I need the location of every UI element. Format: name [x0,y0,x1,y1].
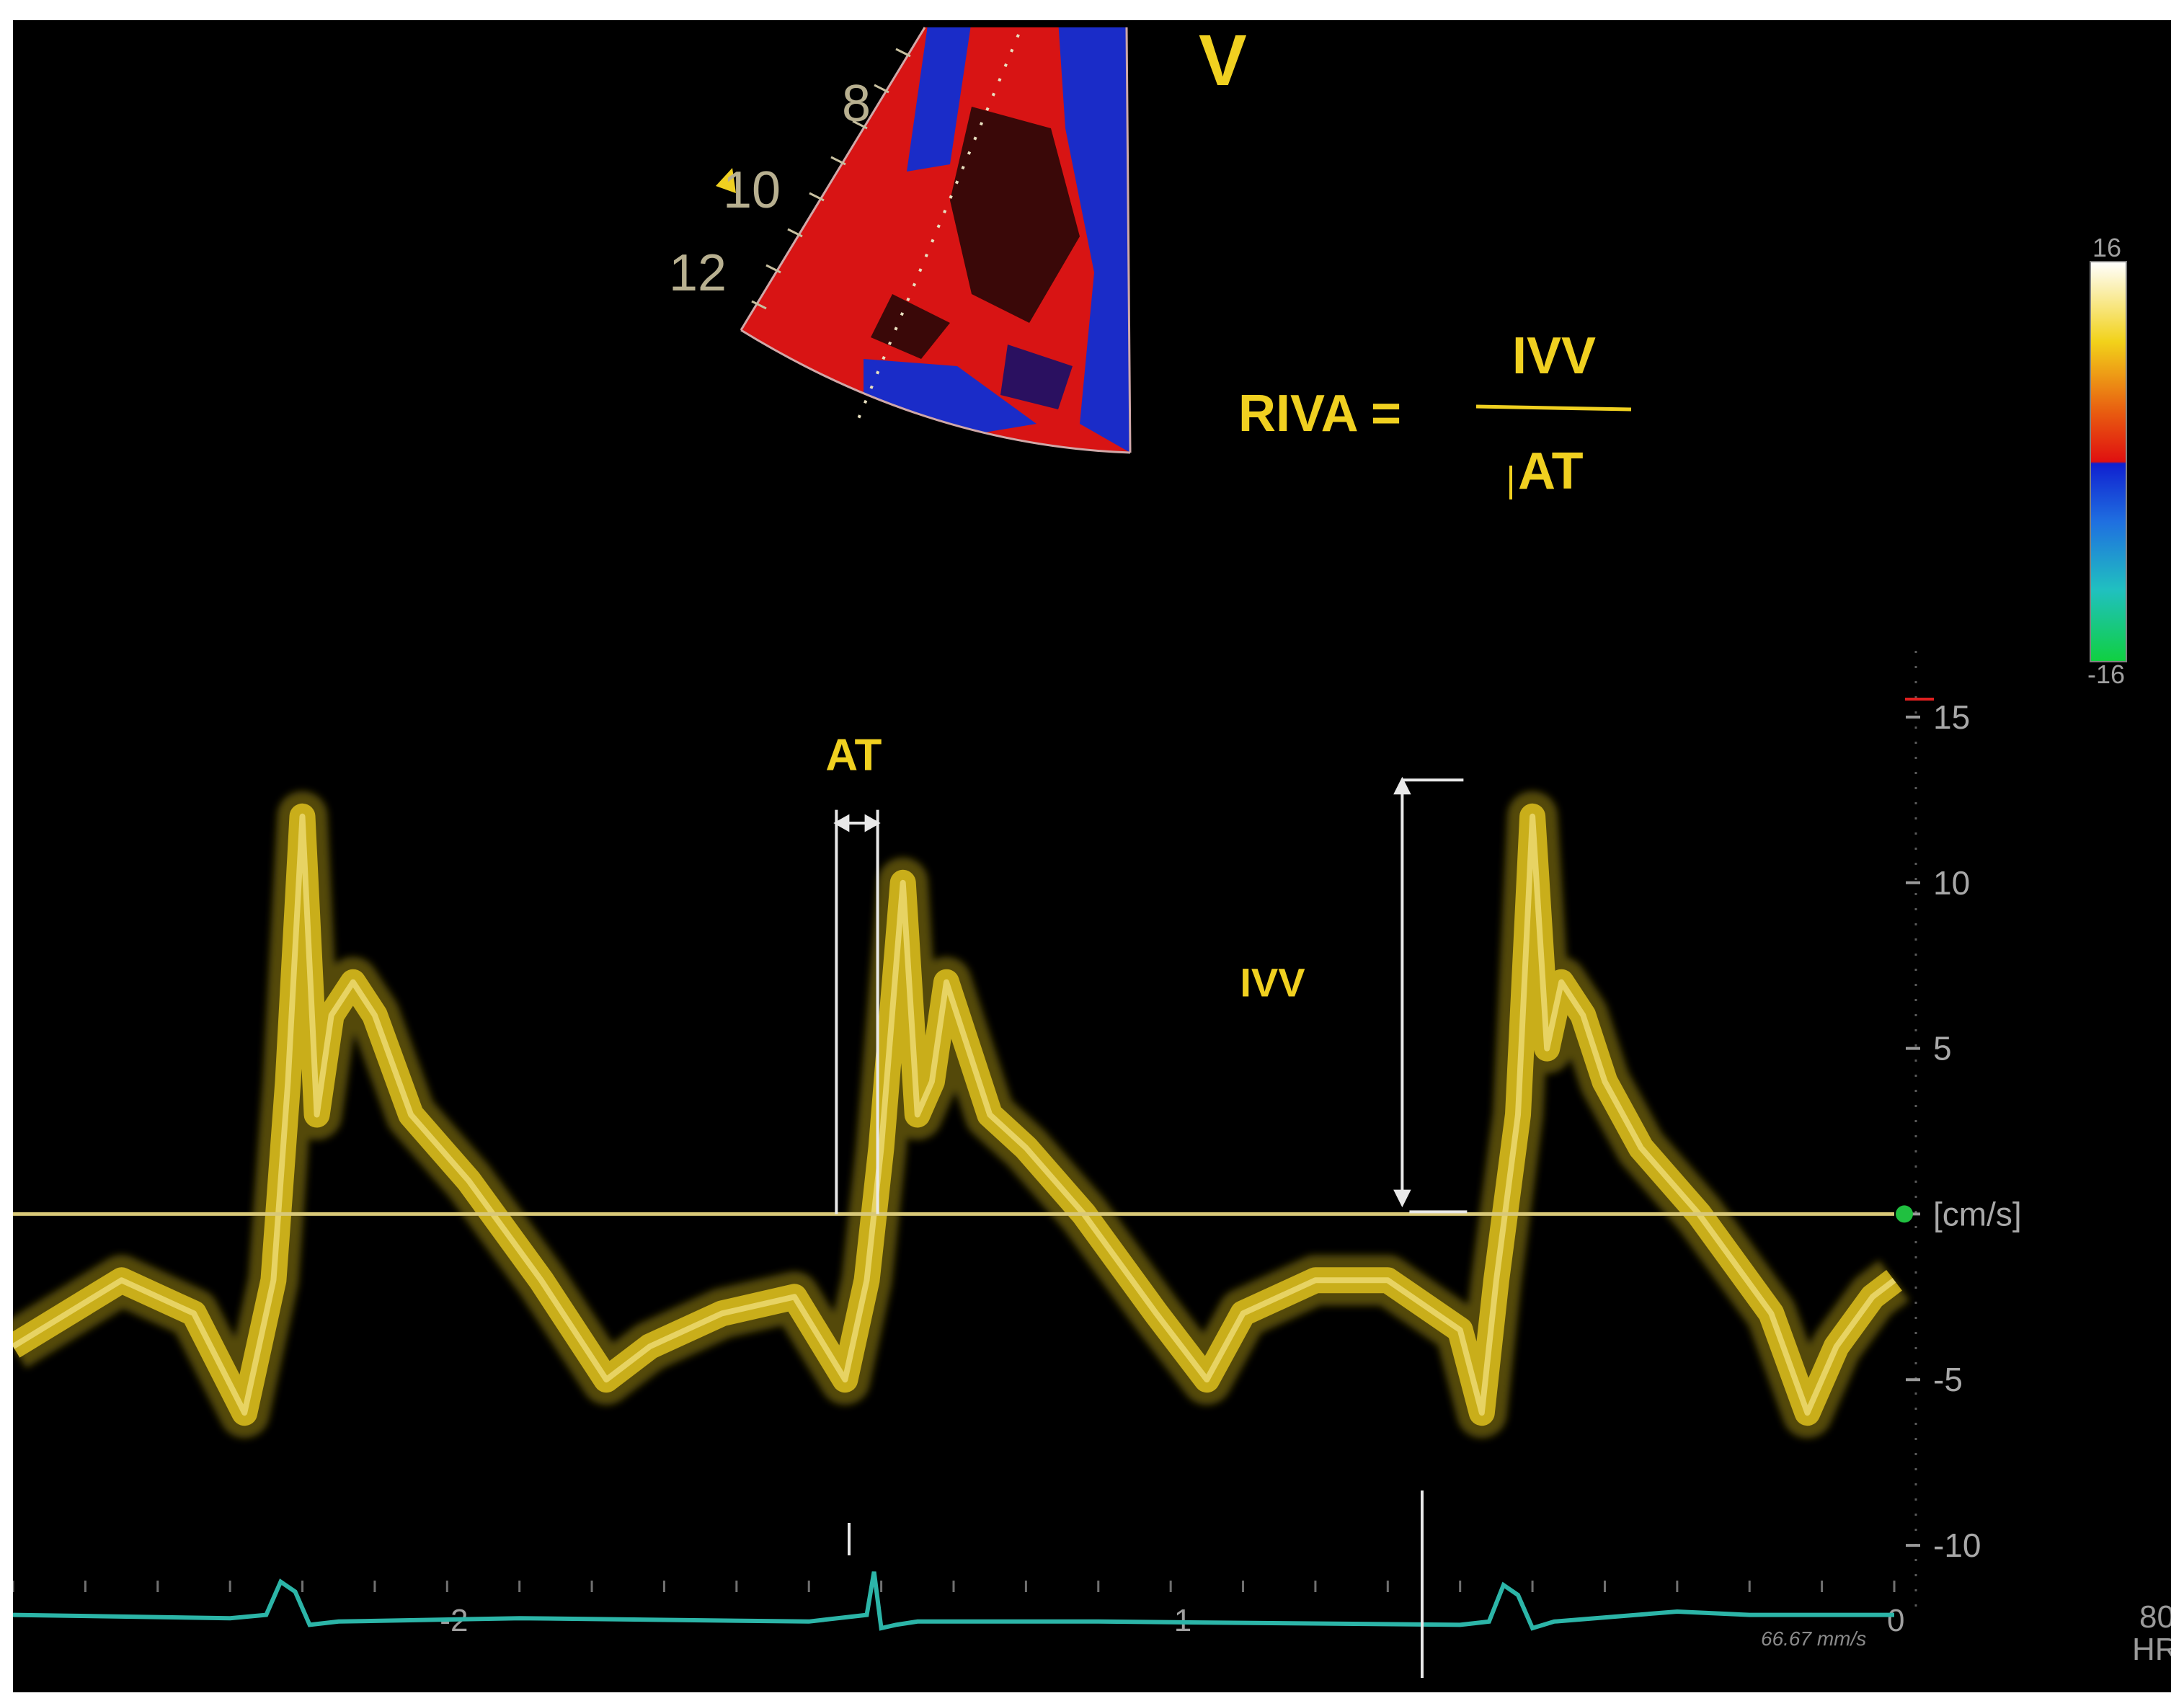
doppler-spectrum [13,791,1910,1439]
y-tick-label: -5 [1933,1361,1963,1398]
color-scale-bar [2090,261,2127,662]
color-scale-max-label: 16 [2092,233,2121,262]
spectrum-highlight [13,813,1896,1416]
x-axis: -2 -1 0 [13,1581,1904,1638]
ivv-arrowhead-bottom [1393,1189,1411,1208]
at-arrowhead-right [864,814,881,832]
formula-lhs: RIVA = [1238,385,1401,443]
y-axis: 15 10 5 [cm/s] -5 -10 [1906,651,2022,1612]
formula-numerator: IVV [1512,327,1596,385]
doppler-display: 8 10 12 V RIVA = IVV AT 16 -16 15 10 5 [cm/… [13,20,2171,1692]
y-tick-label: 10 [1933,864,1970,902]
depth-label-10: 10 [723,161,781,219]
y-tick-label: 5 [1933,1030,1952,1067]
y-tick-label: -10 [1933,1527,1981,1564]
at-arrowhead-left [833,814,850,832]
heart-rate-label: HR [2132,1632,2171,1667]
ivv-label: IVV [1240,960,1305,1005]
baseline-marker [1896,1205,1913,1223]
formula-denominator: AT [1518,443,1584,500]
ivv-arrowhead-top [1393,776,1411,795]
color-scale-min-label: -16 [2087,659,2125,689]
depth-marker-icon [716,168,736,193]
heart-rate-value: 80 [2139,1599,2171,1635]
color-scale: 16 -16 [2087,233,2127,689]
at-label: AT [825,731,882,781]
depth-label-8: 8 [842,75,871,133]
view-letter: V [1199,20,1247,101]
y-tick-label: [cm/s] [1933,1195,2022,1232]
riva-formula: RIVA = IVV AT [1238,327,1632,500]
depth-label-12: 12 [669,244,727,302]
fraction-bar [1475,404,1632,412]
color-doppler-sector: 8 10 12 V [669,20,1247,454]
ivv-caliper [1393,776,1468,1214]
at-caliper [833,809,881,1214]
doppler-chart: 8 10 12 V RIVA = IVV AT 16 -16 15 10 5 [cm/… [13,20,2171,1678]
y-tick-label: 15 [1933,698,1970,736]
sweep-speed-label: 66.67 mm/s [1761,1627,1866,1650]
x-tick-label: 0 [1887,1603,1904,1638]
ecg-trace [13,1571,1894,1631]
